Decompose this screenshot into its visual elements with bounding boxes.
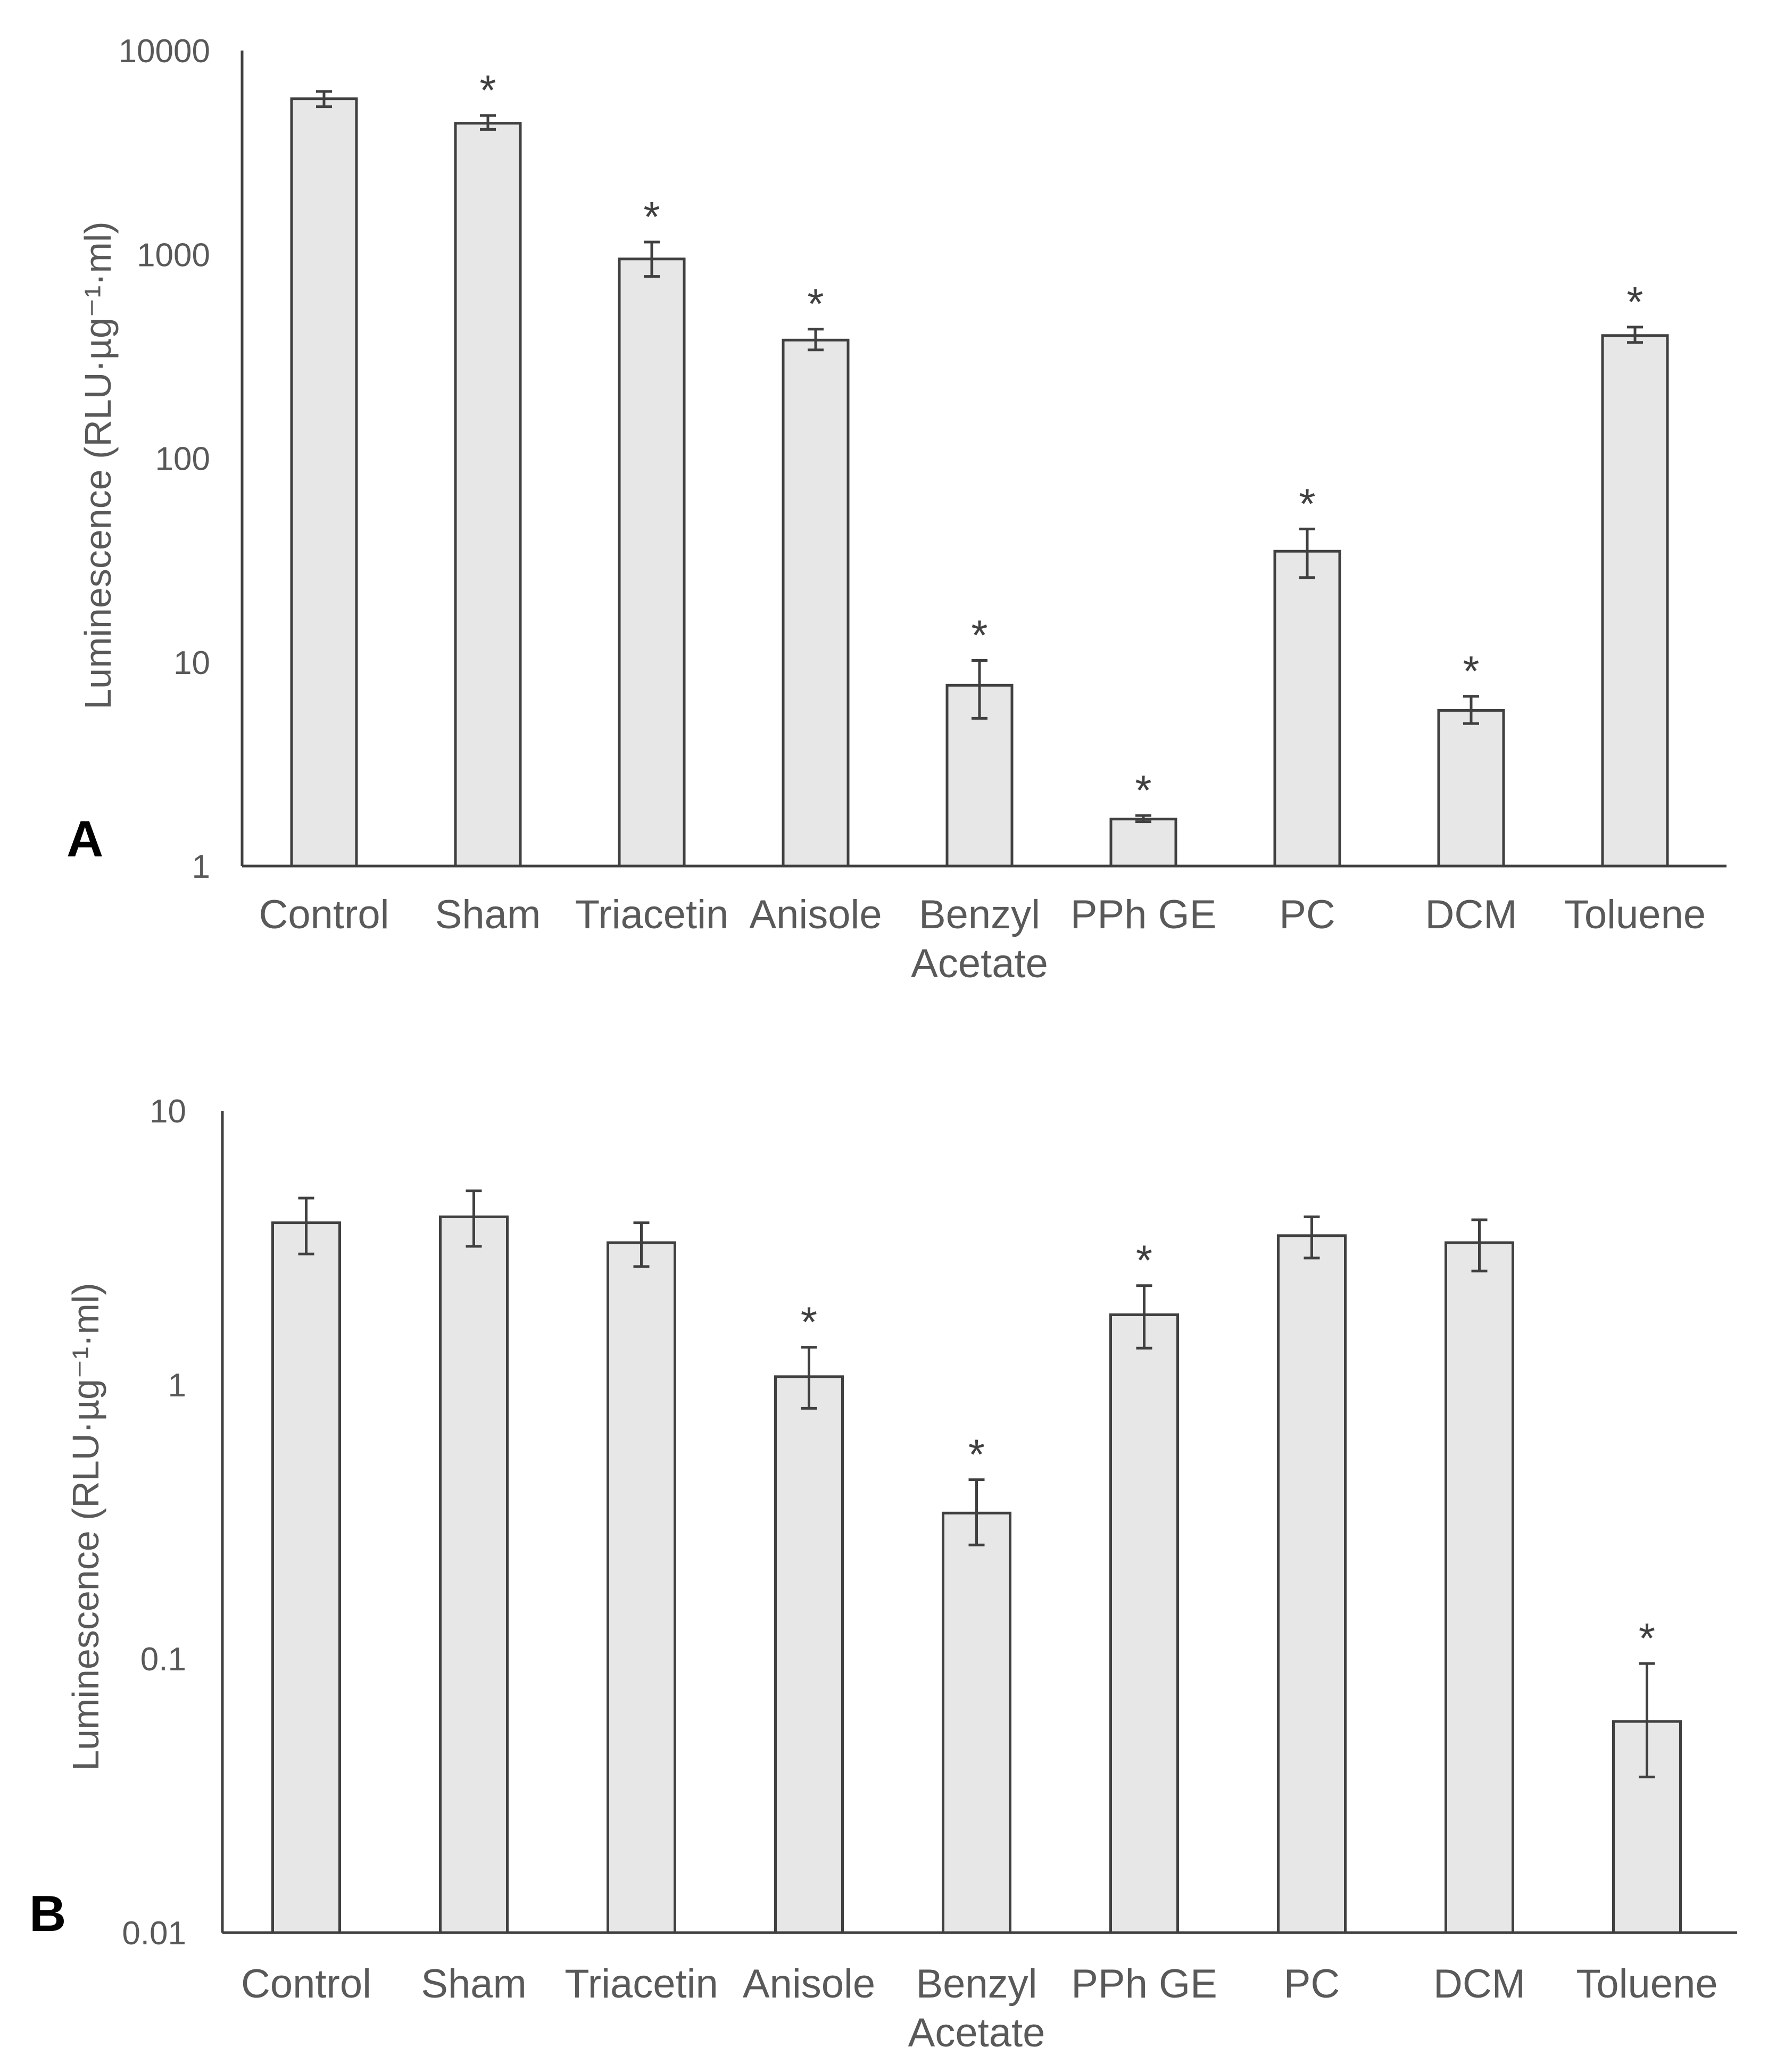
panel-a-category-label: Benzyl bbox=[919, 892, 1040, 937]
panel-a-significance-star: * bbox=[1626, 278, 1643, 326]
panel-b-bar bbox=[1109, 1313, 1179, 1934]
panel-a-category-label: Control bbox=[259, 892, 389, 937]
panel-a-category-label: Triacetin bbox=[575, 892, 729, 937]
panel-a-significance-star: * bbox=[1299, 480, 1315, 527]
panel-b-y-tick-label: 1 bbox=[168, 1367, 186, 1404]
panel-b-bar bbox=[607, 1241, 676, 1934]
panel-b-category-label: Anisole bbox=[743, 1961, 875, 2007]
panel-a-chart: A Luminescence (RLU·µg⁻¹·ml) 1 10 100 1000 1… bbox=[67, 33, 1727, 986]
panel-b-bar bbox=[942, 1511, 1011, 1934]
panel-b-bar bbox=[271, 1221, 341, 1934]
panel-b-bar bbox=[1445, 1241, 1514, 1934]
panel-b-significance-star: * bbox=[1136, 1237, 1152, 1284]
panel-a-bar bbox=[454, 122, 522, 868]
panel-b-error-bar bbox=[801, 1346, 817, 1410]
panel-a-y-tick-label: 1 bbox=[192, 848, 210, 885]
panel-b-significance-star: * bbox=[968, 1431, 985, 1478]
panel-b-significance-star: * bbox=[801, 1299, 817, 1346]
panel-b-y-tick-label: 0.01 bbox=[122, 1915, 186, 1952]
panel-a-error-bar bbox=[644, 240, 660, 278]
panel-a-letter: A bbox=[67, 811, 103, 868]
panel-b-error-bar bbox=[1471, 1218, 1488, 1272]
panel-b-category-label: DCM bbox=[1433, 1961, 1525, 2007]
panel-a-significance-star: * bbox=[971, 611, 987, 659]
panel-a-error-bar bbox=[480, 114, 496, 131]
panel-b-error-bar bbox=[466, 1189, 482, 1248]
panel-a-significance-star: * bbox=[807, 280, 824, 328]
panel-b-error-bar bbox=[633, 1221, 650, 1268]
panel-a-significance-star: * bbox=[643, 193, 660, 240]
panel-b-ylabel: Luminescence (RLU·µg⁻¹·ml) bbox=[65, 1283, 106, 1771]
panel-b-error-bar bbox=[968, 1478, 985, 1546]
panel-a-bar bbox=[1109, 818, 1177, 868]
panel-a-y-tick-label: 10000 bbox=[119, 33, 210, 70]
panel-b-y-tick-label: 10 bbox=[150, 1093, 186, 1130]
panel-b-category-label: Triacetin bbox=[565, 1961, 718, 2007]
panel-a-bar bbox=[1601, 334, 1669, 868]
panel-a-error-bar bbox=[1135, 814, 1151, 823]
panel-b-error-bar bbox=[1136, 1284, 1152, 1350]
panel-b-letter: B bbox=[29, 1885, 66, 1942]
panel-a-y-tick-label: 100 bbox=[155, 441, 210, 478]
panel-b-category-label: Control bbox=[241, 1961, 371, 2007]
panel-a-category-label: Anisole bbox=[749, 892, 882, 937]
panel-b-category-label: Sham bbox=[421, 1961, 527, 2007]
panel-b-category-label: Acetate bbox=[908, 2010, 1045, 2056]
panel-a-bar bbox=[1437, 709, 1505, 868]
panel-b-chart: B Luminescence (RLU·µg⁻¹·ml) 0.01 0.1 1 10 C… bbox=[29, 1093, 1737, 2056]
panel-a-significance-star: * bbox=[1135, 767, 1151, 814]
panel-a-error-bar bbox=[972, 659, 987, 720]
panel-a-category-label: Toluene bbox=[1564, 892, 1706, 937]
panel-b-bar bbox=[439, 1215, 509, 1934]
panel-a-category-label: PC bbox=[1279, 892, 1335, 937]
panel-a-bar bbox=[290, 97, 358, 868]
panel-a-significance-star: * bbox=[1463, 647, 1479, 695]
panel-a-error-bar bbox=[316, 90, 332, 109]
panel-a-error-bar bbox=[808, 328, 824, 352]
panel-b-category-label: Benzyl bbox=[916, 1961, 1037, 2007]
panel-a-category-label: Acetate bbox=[911, 941, 1048, 986]
panel-a-bar bbox=[782, 338, 850, 868]
panel-a-error-bar bbox=[1463, 695, 1479, 725]
panel-b-error-bar bbox=[1639, 1662, 1655, 1778]
panel-b-error-bar bbox=[298, 1196, 314, 1255]
panel-a-error-bar bbox=[1627, 326, 1643, 344]
panel-b-bar bbox=[1277, 1234, 1347, 1934]
panel-b-significance-star: * bbox=[1639, 1615, 1655, 1662]
panel-a-category-label: Sham bbox=[435, 892, 541, 937]
panel-b-bar bbox=[774, 1375, 844, 1934]
panel-b-error-bar bbox=[1304, 1215, 1320, 1260]
panel-a-category-label: PPh GE bbox=[1070, 892, 1217, 937]
panel-a-y-tick-label: 1000 bbox=[137, 237, 210, 273]
panel-b-category-label: Toluene bbox=[1576, 1961, 1717, 2007]
panel-a-bar bbox=[618, 257, 686, 868]
panel-b-category-label: PC bbox=[1284, 1961, 1340, 2007]
panel-a-significance-star: * bbox=[479, 66, 496, 114]
panel-b-y-tick-label: 0.1 bbox=[140, 1641, 186, 1678]
panel-a-bar bbox=[945, 684, 1014, 868]
panel-a-category-label: DCM bbox=[1425, 892, 1517, 937]
panel-a-y-tick-label: 10 bbox=[173, 645, 210, 681]
panel-b-category-label: PPh GE bbox=[1071, 1961, 1217, 2007]
panel-a-bar bbox=[1273, 550, 1341, 868]
panel-a-ylabel: Luminescence (RLU·µg⁻¹·ml) bbox=[77, 221, 119, 710]
panel-a-error-bar bbox=[1299, 527, 1315, 579]
